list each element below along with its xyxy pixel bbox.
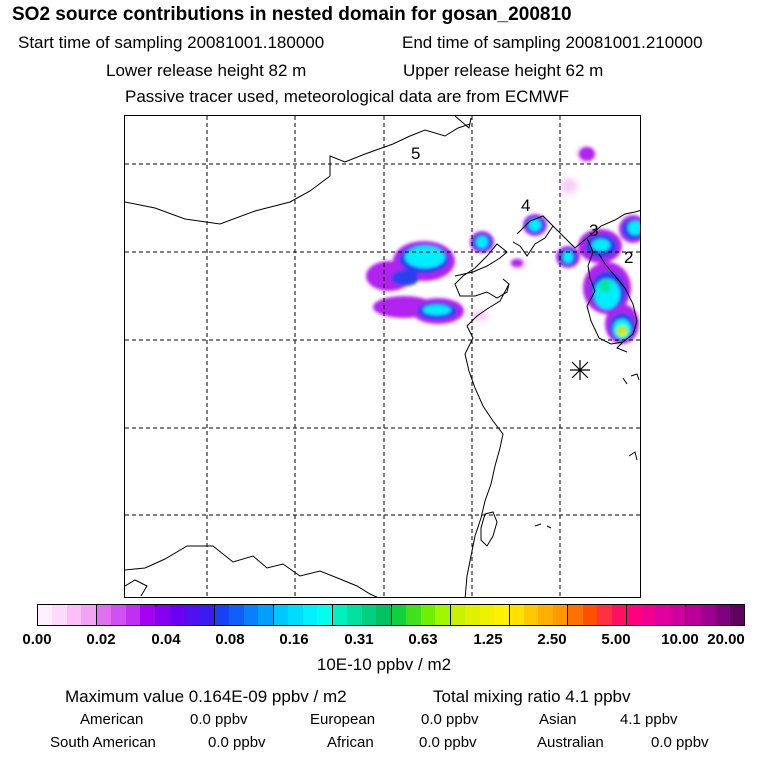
colorbar-segment [729,605,745,625]
colorbar-tick: 0.04 [151,631,181,648]
colorbar-segment [523,605,539,625]
colorbar-segment [700,605,716,625]
region-name: Australian [537,734,604,751]
colorbar-tick: 0.31 [344,631,374,648]
colorbar-tick: 0.02 [86,631,116,648]
colorbar-segment [317,605,333,625]
region-name: European [310,711,376,728]
map-canvas: 5 4 3 2 [125,116,640,597]
colorbar-segment [155,605,171,625]
colorbar-segment [302,605,318,625]
model-note: Passive tracer used, meteorological data… [125,87,570,106]
colorbar-tick: 5.00 [601,631,631,648]
colorbar-segment [361,605,377,625]
colorbar-segment [199,605,215,625]
maximum-value: Maximum value 0.164E-09 ppbv / m2 [65,687,347,706]
colorbar-segment [214,605,230,625]
colorbar-segment [641,605,657,625]
colorbar-segment [611,605,628,625]
colorbar-segment [656,605,671,625]
colorbar-segment [81,605,97,625]
lower-release-height: Lower release height 82 m [106,61,307,80]
concentration-plumes [366,147,640,344]
source-label-5: 5 [411,144,420,163]
colorbar-segment [258,605,274,625]
colorbar-segment [568,605,583,625]
colorbar-segment [715,605,730,625]
colorbar-tick: 0.16 [279,631,309,648]
region-value: 0.0 ppbv [190,711,248,728]
colorbar-segment [552,605,569,625]
colorbar-segment [627,605,642,625]
colorbar-segment [465,605,480,625]
region-name: South American [50,734,156,751]
colorbar-segment [450,605,466,625]
region-name: African [327,734,374,751]
map-title: SO2 source contributions in nested domai… [12,4,572,25]
colorbar-segment [184,605,200,625]
colorbar-tick: 1.25 [473,631,503,648]
colorbar [37,604,745,626]
lat-lon-grid [125,116,640,597]
colorbar-tick: 10.00 [661,631,699,648]
source-label-3: 3 [589,221,598,240]
region-name: American [80,711,144,728]
colorbar-segment [96,605,112,625]
colorbar-segment [538,605,553,625]
colorbar-segment [376,605,392,625]
colorbar-segment [509,605,524,625]
colorbar-segment [273,605,289,625]
colorbar-tick: 0.00 [22,631,52,648]
region-name: Asian [539,711,577,728]
colorbar-segment [582,605,598,625]
region-value: 0.0 ppbv [421,711,479,728]
sampling-start-time: Start time of sampling 20081001.180000 [18,33,325,52]
region-value: 0.0 ppbv [651,734,709,751]
colorbar-segment [52,605,67,625]
colorbar-segment [38,605,53,625]
colorbar-segment [229,605,244,625]
colorbar-segment [332,605,348,625]
colorbar-segment [111,605,126,625]
source-label-2: 2 [624,248,633,267]
region-value: 4.1 ppbv [620,711,678,728]
colorbar-segment [140,605,156,625]
colorbar-segment [597,605,612,625]
sampling-end-time: End time of sampling 20081001.210000 [402,33,703,52]
colorbar-tick: 0.63 [408,631,438,648]
colorbar-segment [494,605,510,625]
receptor-star-icon [570,360,590,380]
colorbar-tick: 20.00 [707,631,745,648]
region-value: 0.0 ppbv [208,734,266,751]
colorbar-segment [347,605,362,625]
colorbar-tick: 2.50 [537,631,567,648]
upper-release-height: Upper release height 62 m [403,61,604,80]
colorbar-segment [435,605,451,625]
colorbar-segment [391,605,407,625]
colorbar-segment [686,605,701,625]
colorbar-segment [288,605,303,625]
map-panel[interactable]: 5 4 3 2 [124,115,641,598]
total-mixing-ratio: Total mixing ratio 4.1 ppbv [433,687,631,706]
coastlines [125,116,640,597]
colorbar-segment [670,605,687,625]
colorbar-units: 10E-10 ppbv / m2 [316,655,452,674]
source-labels: 5 4 3 2 [411,144,633,267]
colorbar-segment [170,605,185,625]
colorbar-segment [479,605,495,625]
colorbar-segment [420,605,436,625]
colorbar-segment [66,605,82,625]
colorbar-segment [125,605,141,625]
colorbar-tick: 0.08 [215,631,245,648]
region-value: 0.0 ppbv [419,734,477,751]
colorbar-segment [243,605,259,625]
colorbar-segment [406,605,421,625]
source-label-4: 4 [521,196,530,215]
